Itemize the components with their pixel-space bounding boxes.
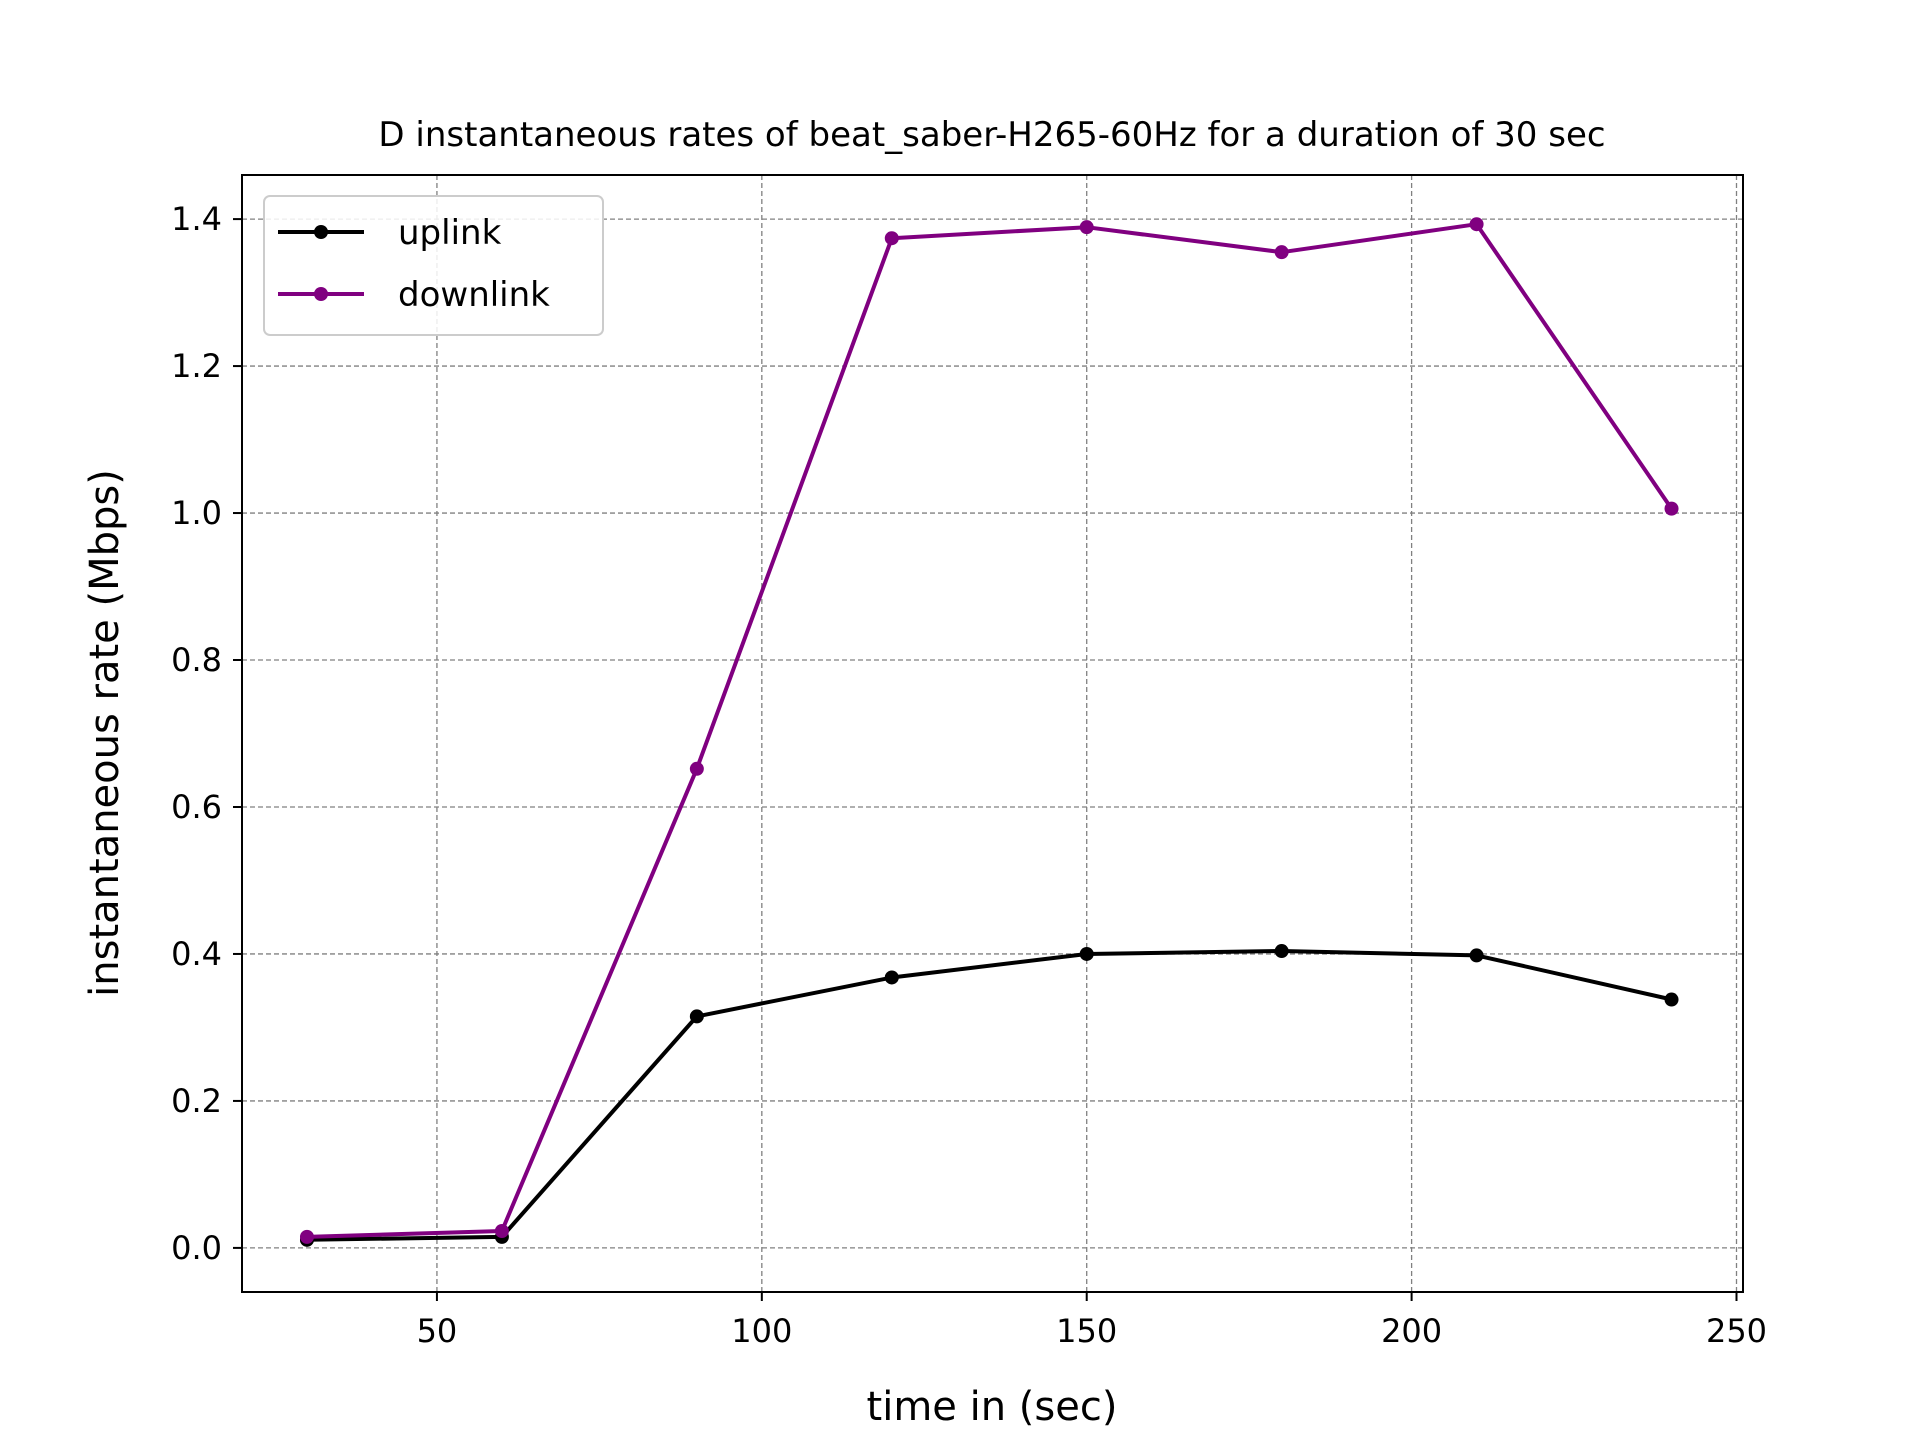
y-tick-label: 0.2 bbox=[171, 1082, 222, 1120]
plot-frame bbox=[241, 174, 1744, 1293]
y-tick-label: 0.0 bbox=[171, 1229, 222, 1267]
x-axis-label: time in (sec) bbox=[867, 1384, 1118, 1430]
y-tick-label: 1.4 bbox=[171, 200, 222, 238]
downlink-point bbox=[884, 231, 899, 246]
uplink-point bbox=[1664, 992, 1679, 1007]
x-tick-label: 250 bbox=[1706, 1312, 1767, 1350]
uplink-line bbox=[306, 949, 1672, 1242]
legend-uplink-label: uplink bbox=[398, 213, 502, 253]
y-tick-label: 1.0 bbox=[171, 494, 222, 532]
x-tick-label: 50 bbox=[417, 1312, 458, 1350]
y-tick-label: 0.6 bbox=[171, 788, 222, 826]
uplink-point bbox=[1274, 944, 1289, 959]
x-tick-label: 200 bbox=[1381, 1312, 1442, 1350]
y-tick-label: 1.2 bbox=[171, 347, 222, 385]
uplink-point bbox=[1079, 946, 1094, 961]
downlink-line bbox=[306, 222, 1674, 1239]
downlink-point bbox=[1079, 220, 1094, 235]
downlink-point bbox=[494, 1224, 509, 1239]
axis-ticks: 50 100 150 200 250 0.0 0.2 0.4 0.6 0.8 1.0 1.2 1.4 bbox=[171, 200, 1767, 1350]
downlink-point bbox=[1664, 501, 1679, 516]
downlink-point bbox=[299, 1229, 314, 1244]
y-axis-label: instantaneous rate (Mbps) bbox=[82, 469, 128, 997]
series-layer bbox=[299, 217, 1679, 1247]
legend-downlink-marker bbox=[314, 287, 328, 301]
y-tick-label: 0.4 bbox=[171, 935, 222, 973]
x-tick-label: 100 bbox=[731, 1312, 792, 1350]
uplink-point bbox=[1469, 948, 1484, 963]
downlink-point bbox=[689, 761, 704, 776]
uplink-point bbox=[689, 1009, 704, 1024]
downlink-point bbox=[1274, 245, 1289, 260]
legend: uplink downlink bbox=[263, 195, 604, 336]
chart-title: D instantaneous rates of beat_saber-H265… bbox=[378, 115, 1605, 155]
uplink-point bbox=[884, 970, 899, 985]
legend-downlink-label: downlink bbox=[398, 275, 550, 315]
x-tick-label: 150 bbox=[1056, 1312, 1117, 1350]
legend-uplink-marker bbox=[314, 225, 328, 239]
y-tick-label: 0.8 bbox=[171, 641, 222, 679]
downlink-point bbox=[1469, 217, 1484, 232]
